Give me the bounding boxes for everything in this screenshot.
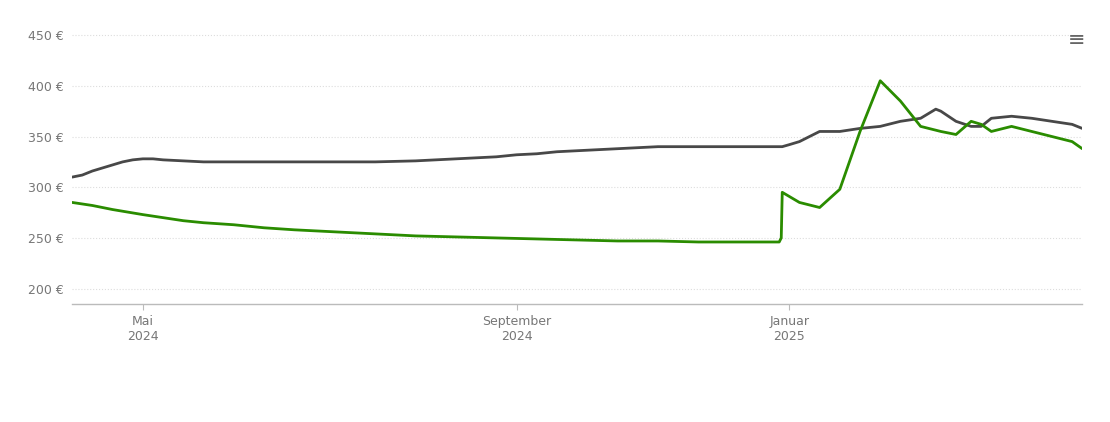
Text: ≡: ≡ [1068, 30, 1086, 49]
